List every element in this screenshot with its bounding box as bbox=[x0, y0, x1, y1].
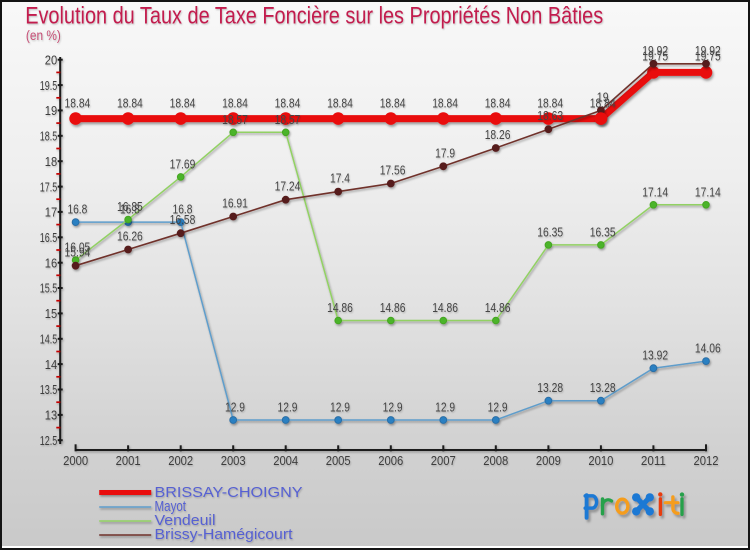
svg-text:20: 20 bbox=[45, 52, 57, 67]
svg-text:18.84: 18.84 bbox=[275, 95, 301, 110]
svg-text:19.92: 19.92 bbox=[695, 43, 721, 58]
svg-text:16.35: 16.35 bbox=[537, 224, 563, 239]
svg-text:16.26: 16.26 bbox=[117, 229, 143, 244]
svg-text:18.63: 18.63 bbox=[537, 108, 563, 123]
svg-text:13.28: 13.28 bbox=[537, 380, 563, 395]
svg-text:Evolution du Taux de Taxe Fonc: Evolution du Taux de Taxe Foncière sur l… bbox=[25, 3, 603, 30]
svg-text:12.9: 12.9 bbox=[435, 399, 455, 414]
svg-text:14.5: 14.5 bbox=[40, 332, 58, 347]
svg-text:19.75: 19.75 bbox=[642, 48, 668, 63]
svg-text:12.9: 12.9 bbox=[225, 399, 245, 414]
svg-text:16.8: 16.8 bbox=[67, 202, 87, 217]
svg-text:15.94: 15.94 bbox=[65, 245, 91, 260]
svg-text:18.84: 18.84 bbox=[65, 95, 91, 110]
svg-text:16.8: 16.8 bbox=[173, 202, 193, 217]
svg-text:2001: 2001 bbox=[116, 453, 141, 468]
svg-text:18.84: 18.84 bbox=[170, 95, 196, 110]
svg-text:2010: 2010 bbox=[588, 453, 613, 468]
svg-text:12.5: 12.5 bbox=[40, 433, 58, 448]
svg-text:17.24: 17.24 bbox=[275, 179, 301, 194]
svg-text:2002: 2002 bbox=[168, 453, 193, 468]
svg-text:17.9: 17.9 bbox=[435, 145, 455, 160]
svg-text:2008: 2008 bbox=[483, 453, 508, 468]
svg-text:13.28: 13.28 bbox=[590, 380, 616, 395]
svg-text:17.56: 17.56 bbox=[380, 163, 406, 178]
svg-text:18.84: 18.84 bbox=[590, 95, 616, 110]
svg-text:15.5: 15.5 bbox=[40, 281, 58, 296]
svg-text:13.5: 13.5 bbox=[40, 382, 58, 397]
svg-text:2005: 2005 bbox=[326, 453, 351, 468]
svg-text:13.92: 13.92 bbox=[642, 348, 668, 363]
svg-text:16.91: 16.91 bbox=[222, 196, 248, 211]
svg-text:16.05: 16.05 bbox=[65, 240, 91, 255]
svg-text:12.9: 12.9 bbox=[278, 399, 298, 414]
svg-text:18.57: 18.57 bbox=[275, 112, 301, 127]
svg-text:Brissy-Hamégicourt: Brissy-Hamégicourt bbox=[155, 527, 293, 543]
svg-text:19.92: 19.92 bbox=[642, 43, 668, 58]
svg-text:18.84: 18.84 bbox=[485, 95, 511, 110]
svg-text:2003: 2003 bbox=[221, 453, 246, 468]
svg-text:12.9: 12.9 bbox=[383, 399, 403, 414]
svg-text:18.84: 18.84 bbox=[537, 95, 563, 110]
svg-text:17.69: 17.69 bbox=[170, 156, 196, 171]
svg-text:Mayot: Mayot bbox=[155, 499, 187, 515]
svg-text:19.5: 19.5 bbox=[40, 78, 58, 93]
svg-text:18.84: 18.84 bbox=[432, 95, 458, 110]
svg-text:2000: 2000 bbox=[63, 453, 88, 468]
svg-text:16: 16 bbox=[45, 255, 57, 270]
svg-text:16.35: 16.35 bbox=[590, 224, 616, 239]
svg-text:14: 14 bbox=[45, 357, 57, 372]
svg-text:2004: 2004 bbox=[273, 453, 298, 468]
svg-text:Vendeuil: Vendeuil bbox=[155, 513, 216, 529]
svg-text:18.84: 18.84 bbox=[327, 95, 353, 110]
svg-text:BRISSAY-CHOIGNY: BRISSAY-CHOIGNY bbox=[155, 485, 304, 501]
svg-text:17.14: 17.14 bbox=[695, 184, 721, 199]
svg-text:19.75: 19.75 bbox=[695, 48, 721, 63]
svg-text:2007: 2007 bbox=[431, 453, 456, 468]
svg-text:17.5: 17.5 bbox=[40, 179, 58, 194]
svg-text:14.06: 14.06 bbox=[695, 341, 721, 356]
svg-text:19: 19 bbox=[45, 103, 57, 118]
svg-text:14.86: 14.86 bbox=[327, 300, 353, 315]
svg-text:18.84: 18.84 bbox=[380, 95, 406, 110]
svg-text:(en %): (en %) bbox=[26, 27, 61, 43]
svg-text:17.14: 17.14 bbox=[642, 184, 668, 199]
svg-text:18: 18 bbox=[45, 154, 57, 169]
svg-text:14.86: 14.86 bbox=[380, 300, 406, 315]
svg-text:17.4: 17.4 bbox=[330, 171, 350, 186]
svg-text:13: 13 bbox=[45, 408, 57, 423]
svg-text:18.26: 18.26 bbox=[485, 127, 511, 142]
svg-text:2009: 2009 bbox=[536, 453, 561, 468]
svg-text:2011: 2011 bbox=[641, 453, 666, 468]
svg-text:18.84: 18.84 bbox=[117, 95, 143, 110]
svg-text:16.8: 16.8 bbox=[120, 202, 140, 217]
svg-text:15: 15 bbox=[45, 306, 57, 321]
svg-text:18.84: 18.84 bbox=[222, 95, 248, 110]
svg-text:16.58: 16.58 bbox=[170, 212, 196, 227]
svg-text:18.5: 18.5 bbox=[40, 129, 58, 144]
svg-text:16.85: 16.85 bbox=[117, 199, 143, 214]
svg-text:16.5: 16.5 bbox=[40, 230, 58, 245]
svg-text:2012: 2012 bbox=[694, 453, 719, 468]
svg-text:2006: 2006 bbox=[378, 453, 403, 468]
svg-text:19: 19 bbox=[597, 89, 609, 104]
svg-text:12.9: 12.9 bbox=[330, 399, 350, 414]
svg-text:14.86: 14.86 bbox=[485, 300, 511, 315]
svg-text:17: 17 bbox=[45, 205, 57, 220]
svg-text:14.86: 14.86 bbox=[432, 300, 458, 315]
svg-text:12.9: 12.9 bbox=[488, 399, 508, 414]
svg-text:18.57: 18.57 bbox=[222, 112, 248, 127]
